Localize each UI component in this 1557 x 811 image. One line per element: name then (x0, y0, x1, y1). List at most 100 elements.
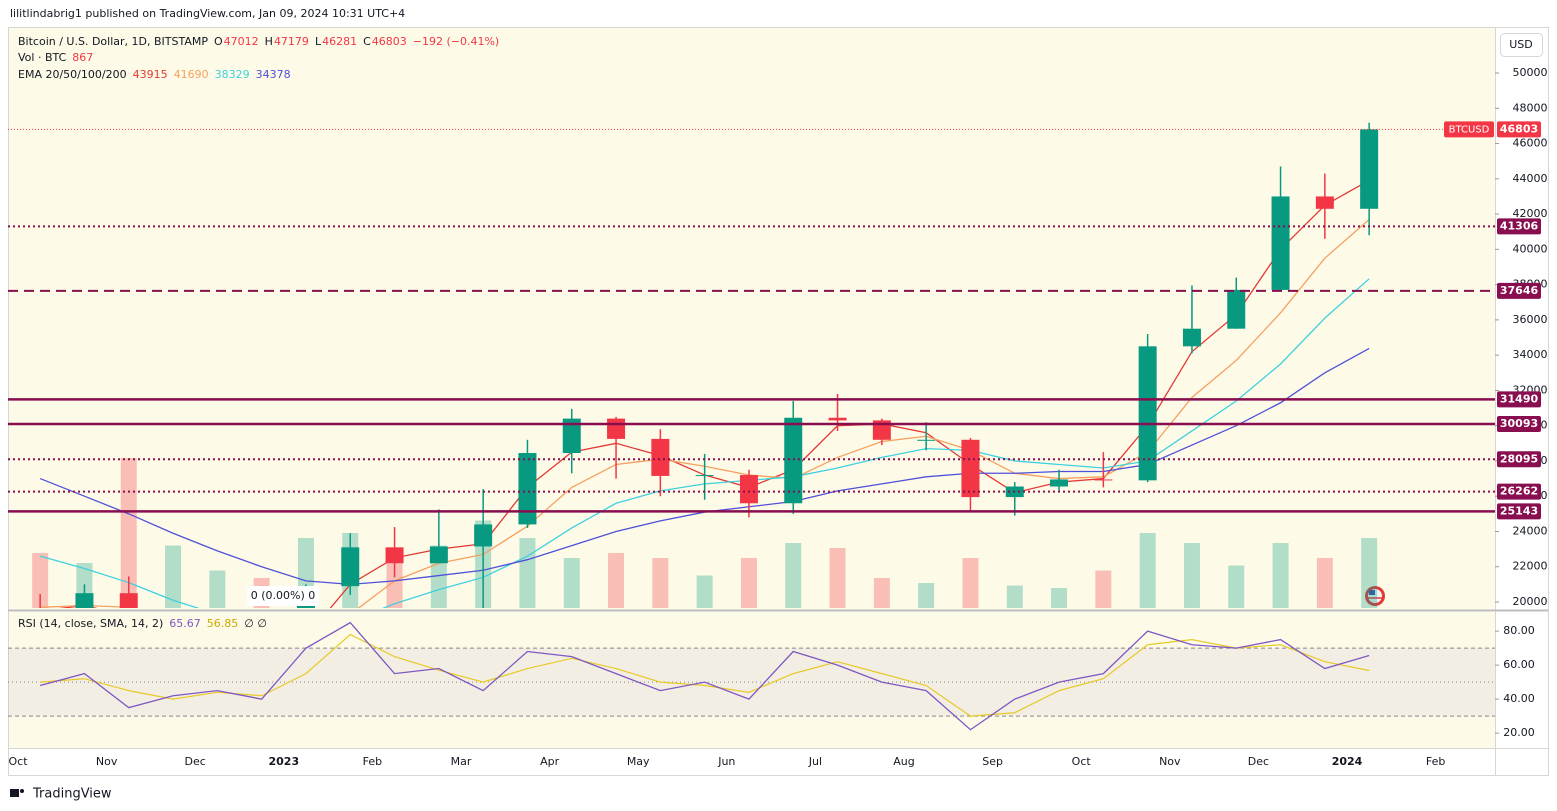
volume-bar (918, 583, 935, 608)
volume-bar (740, 558, 757, 608)
price-pane (8, 27, 1495, 610)
ohlc-value: 46803 (372, 35, 407, 48)
rsi-sma-value: 56.85 (207, 617, 239, 630)
frame (8, 27, 1549, 776)
level-label: 37646 (1500, 284, 1539, 297)
volume-bar (1272, 543, 1289, 608)
currency[interactable]: USD (1509, 38, 1533, 51)
y-tick-label: 46000 (1513, 137, 1548, 150)
price-box (1497, 121, 1541, 138)
marker-box (247, 586, 319, 606)
volume-bar (652, 558, 669, 608)
price-symbol: BTCUSD (1449, 124, 1490, 135)
volume-bar (1139, 533, 1156, 608)
candle-body (739, 475, 758, 504)
volume-bar (120, 458, 137, 608)
change: −192 (−0.41%) (413, 35, 499, 48)
candle-body (1138, 346, 1157, 481)
volume-bar (32, 553, 49, 608)
x-tick-label: Oct (1072, 755, 1092, 768)
rsi-sma-line (40, 633, 1370, 717)
footer: TradingView (10, 787, 112, 802)
x-tick-label: Dec (185, 755, 206, 768)
level-label: 31490 (1500, 392, 1539, 405)
usd-button[interactable]: USD (1500, 33, 1543, 57)
ema-value: 34378 (256, 68, 291, 81)
candle-body (651, 438, 670, 476)
footer-logo-dot (20, 789, 24, 793)
x-tick-label: May (627, 755, 650, 768)
price-plot (32, 122, 1379, 608)
candle-body (961, 439, 980, 498)
price-symbol-box (1444, 121, 1494, 138)
candle-body (518, 453, 537, 525)
y-tick-label: 40000 (1513, 242, 1548, 255)
volume-bar (1095, 570, 1112, 608)
volume-bar (165, 545, 182, 608)
volume-bar (209, 570, 226, 608)
rsi-tick-label: 40.00 (1503, 692, 1535, 705)
volume-bar (1316, 558, 1333, 608)
volume-bar (873, 578, 890, 608)
candle-body (562, 418, 581, 454)
x-tick-label: 2023 (268, 755, 299, 768)
rsi-tick-label: 20.00 (1503, 726, 1535, 739)
candle-body (429, 546, 448, 564)
y-tick-label: 34000 (1513, 348, 1548, 361)
ema-value: 43915 (133, 68, 168, 81)
candle-body (1227, 289, 1246, 329)
candle-body (1271, 196, 1290, 290)
volume-bar (1051, 588, 1068, 608)
candle-body (119, 593, 138, 608)
level-label: 28095 (1500, 452, 1538, 465)
candle-body (784, 417, 803, 504)
rsi-value: 65.67 (169, 617, 201, 630)
ohlc-key: L (315, 35, 322, 48)
ohlc-value: 47012 (224, 35, 259, 48)
y-tick-label: 42000 (1513, 207, 1548, 220)
candle-body (1050, 479, 1069, 487)
volume-bar (962, 558, 979, 608)
ema-label: EMA 20/50/100/200 (18, 68, 127, 81)
ohlc-key: O (214, 35, 223, 48)
volume-bar (563, 558, 580, 608)
rsi-plot (8, 621, 1495, 731)
level-label-box (1497, 391, 1541, 408)
x-tick-label: Aug (893, 755, 914, 768)
volume-bar (519, 538, 536, 608)
level-label: 41306 (1500, 219, 1539, 232)
usd-button-box[interactable] (1500, 33, 1543, 57)
candle-body (607, 418, 626, 439)
ohlc-value: 46281 (322, 35, 357, 48)
rsi-line (39, 621, 1370, 731)
level-label: 25143 (1500, 504, 1538, 517)
volume-bar (785, 543, 802, 608)
ohlc-key: C (363, 35, 371, 48)
publisher: lilitlindabrig1 published on TradingView… (10, 7, 405, 20)
rsi-label: RSI (14, close, SMA, 14, 2) (18, 617, 163, 630)
volume-bar (1183, 543, 1200, 608)
marker-label: 0 (0.00%) 0 (251, 589, 316, 602)
x-tick-label: Feb (363, 755, 382, 768)
volume-label: Vol · BTC (18, 51, 67, 64)
x-tick-label: Nov (96, 755, 118, 768)
level-label-box (1497, 483, 1541, 500)
candle-body (1315, 196, 1334, 209)
x-tick-label: Nov (1159, 755, 1181, 768)
x-tick-label: Mar (451, 755, 472, 768)
volume-bar (1006, 585, 1023, 608)
candle-body (474, 524, 493, 547)
volume-bar (1361, 538, 1378, 608)
level-label-box (1497, 416, 1541, 433)
x-tick-label: Apr (540, 755, 560, 768)
x-tick-label: 2024 (1332, 755, 1363, 768)
x-tick-label: Oct (8, 755, 28, 768)
level-label: 26262 (1500, 485, 1538, 498)
x-tick-label: Jun (717, 755, 735, 768)
level-label: 30093 (1500, 417, 1538, 430)
ema-value: 41690 (174, 68, 209, 81)
flag-canton (1369, 590, 1375, 595)
x-tick-label: Dec (1248, 755, 1269, 768)
candle-body (385, 547, 404, 564)
